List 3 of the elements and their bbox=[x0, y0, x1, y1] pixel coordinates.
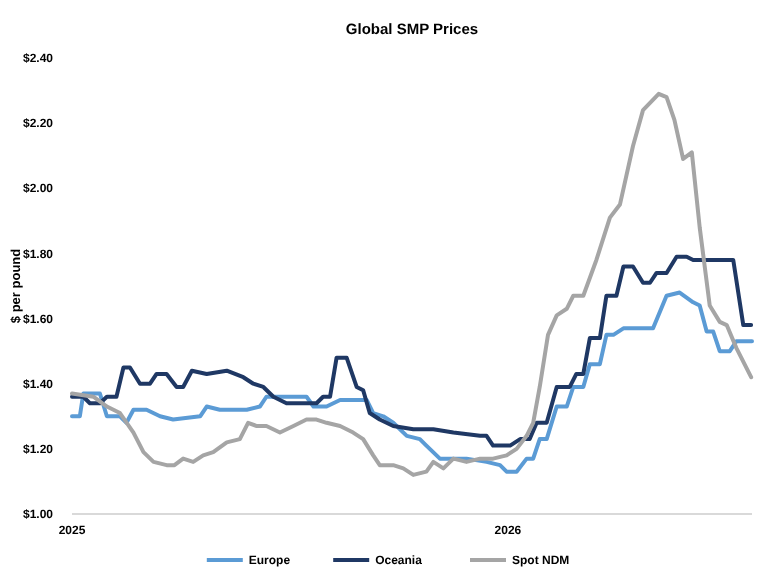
line-series bbox=[70, 254, 754, 448]
line-series bbox=[70, 91, 754, 477]
line-series bbox=[70, 290, 754, 474]
